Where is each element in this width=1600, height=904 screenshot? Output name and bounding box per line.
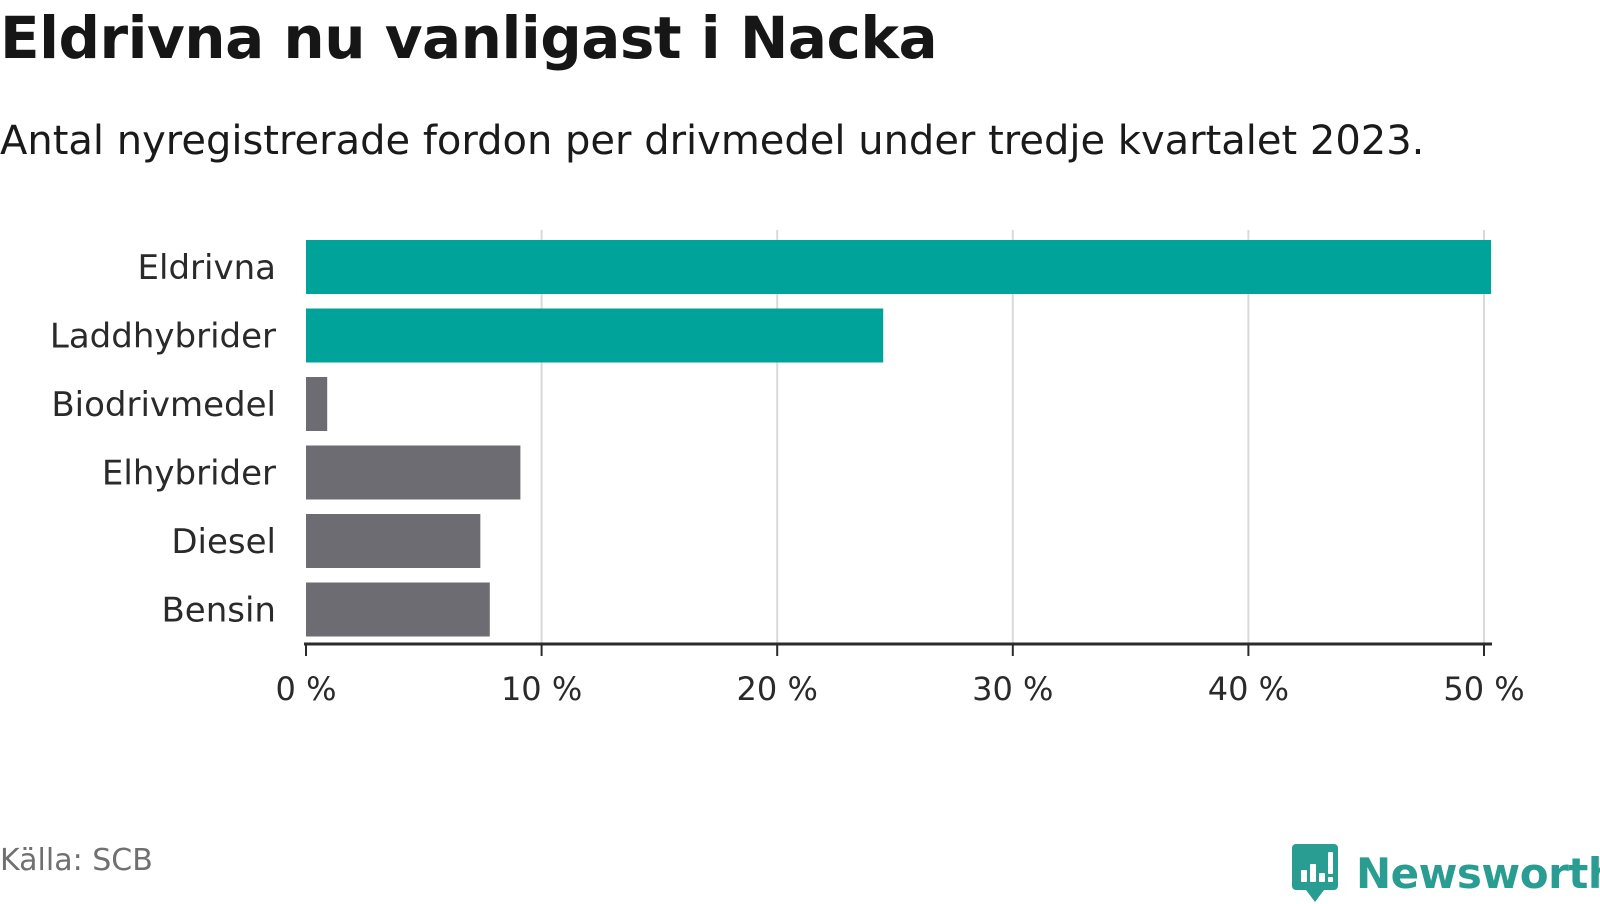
category-label: Diesel bbox=[171, 522, 276, 562]
x-axis: 0 % 10 % 20 % 30 % 40 % 50 % bbox=[276, 642, 1525, 708]
x-tick-label: 40 % bbox=[1208, 670, 1289, 708]
bars bbox=[306, 240, 1492, 637]
bar-diesel bbox=[306, 514, 481, 568]
category-label: Biodrivmedel bbox=[51, 385, 276, 425]
x-tick-label: 20 % bbox=[737, 670, 818, 708]
x-tick-label: 30 % bbox=[972, 670, 1053, 708]
x-tick-label: 0 % bbox=[276, 670, 337, 708]
bar-chart: 0 % 10 % 20 % 30 % 40 % 50 % Eldrivna Laddhybr… bbox=[50, 230, 1525, 708]
chart-subtitle: Antal nyregistrerade fordon per drivmede… bbox=[0, 118, 1425, 164]
category-label: Eldrivna bbox=[138, 248, 276, 288]
bar-biodrivmedel bbox=[306, 377, 328, 431]
category-labels: Eldrivna Laddhybrider Biodrivmedel Elhybrid… bbox=[50, 248, 276, 631]
category-label: Elhybrider bbox=[102, 454, 276, 494]
category-label: Bensin bbox=[161, 591, 276, 631]
x-tick-label: 10 % bbox=[501, 670, 582, 708]
bar-bensin bbox=[306, 582, 490, 637]
category-label: Laddhybrider bbox=[50, 317, 276, 357]
x-tick-label: 50 % bbox=[1443, 670, 1524, 708]
chart-title: Eldrivna nu vanligast i Nacka bbox=[0, 4, 938, 72]
bar-chart-speech-bubble-icon bbox=[1292, 844, 1338, 902]
bar-eldrivna bbox=[306, 240, 1492, 294]
source-note: Källa: SCB bbox=[0, 843, 153, 878]
logo-text: Newsworthy bbox=[1356, 848, 1600, 898]
gridlines bbox=[540, 230, 1485, 644]
bar-elhybrider bbox=[306, 445, 521, 500]
bar-laddhybrider bbox=[306, 308, 884, 363]
newsworthy-logo: Newsworthy bbox=[1290, 842, 1600, 904]
